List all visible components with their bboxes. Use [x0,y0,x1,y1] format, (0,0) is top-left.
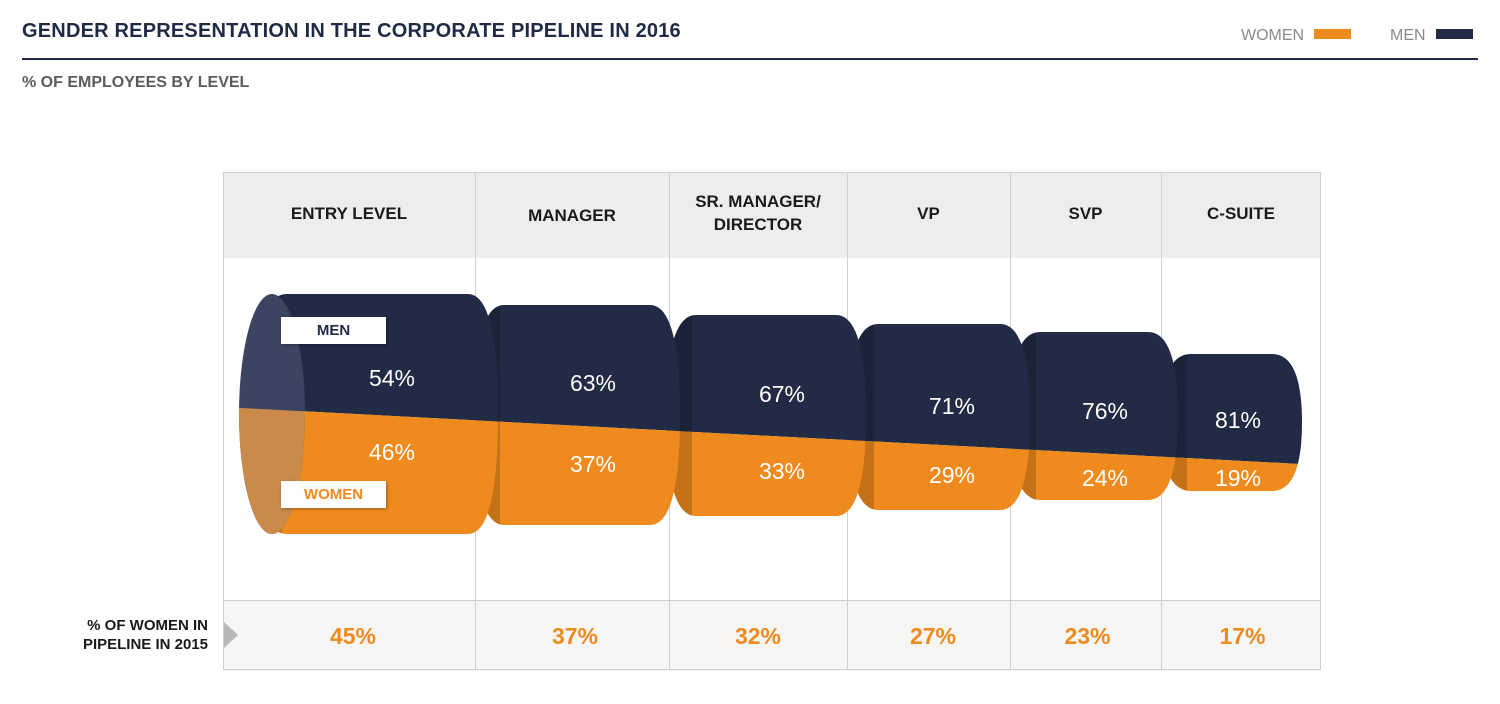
legend-men: MEN [1390,27,1473,45]
previous-value: 32% [734,622,782,649]
women-value-label: 33% [759,458,805,484]
previous-value: 27% [909,622,957,649]
men-value-label: 76% [1082,398,1128,424]
women-value-label: 37% [570,451,616,477]
chart-subtitle: % OF EMPLOYEES BY LEVEL [22,74,250,91]
column-header-band [223,172,1321,258]
women-bar [1161,456,1302,491]
previous-value: 45% [329,622,377,649]
women-bar [848,439,1030,510]
women-value-label: 46% [369,439,415,465]
column-header-vp: VP [847,170,1010,256]
previous-year-label: % OF WOMEN IN PIPELINE IN 2015 [40,616,208,654]
column-header-manager: MANAGER [475,172,669,258]
men-series-tag: MEN [281,317,386,344]
men-value-label: 63% [570,370,616,396]
previous-year-label-line2: PIPELINE IN 2015 [82,636,208,653]
column-header-text: SVP [1068,203,1103,223]
column-header-text: MANAGER [528,205,616,225]
legend-men-label: MEN [1390,27,1426,44]
legend-women: WOMEN [1241,27,1352,45]
women-series-tag: WOMEN [281,481,386,508]
chart-grid-frame [223,172,1321,670]
men-value-label: 67% [759,381,805,407]
men-bar [1010,332,1178,459]
column-header-text: C-SUITE [1207,203,1275,223]
men-value-label: 81% [1215,407,1261,433]
previous-year-label-line1: % OF WOMEN IN [87,617,208,634]
previous-year-band [223,600,1321,671]
pipeline-segment [474,305,680,525]
column-header-text-line2: DIRECTOR [713,215,803,234]
column-header-entry-level: ENTRY LEVEL [223,170,475,256]
column-header-text: ENTRY LEVEL [290,203,408,223]
title-rule [22,58,1478,60]
chart-title: GENDER REPRESENTATION IN THE CORPORATE P… [22,20,681,42]
women-value-label: 24% [1082,465,1128,491]
column-header-sr-manager-director: SR. MANAGER/DIRECTOR [669,170,847,256]
men-value-label: 71% [929,393,975,419]
men-bar [474,305,680,432]
legend-women-label: WOMEN [1241,27,1305,44]
legend-women-swatch [1314,29,1352,40]
previous-value: 23% [1064,622,1111,649]
previous-value: 17% [1219,622,1266,649]
men-value-label: 54% [369,365,415,391]
men-bar [666,315,866,442]
men-bar [848,324,1030,451]
row-arrow-icon [224,622,238,648]
legend-men-swatch [1435,29,1473,40]
column-header-text: SR. MANAGER/ [695,192,821,211]
women-value-label: 19% [1215,465,1261,491]
women-bar [474,419,680,525]
women-bar [666,429,866,516]
column-header-svp: SVP [1010,170,1161,256]
pipeline-segment [666,315,866,516]
women-bar [1010,448,1178,500]
column-header-text: VP [917,203,940,223]
women-value-label: 29% [929,462,975,488]
previous-value: 37% [551,622,599,649]
men-bar [1161,354,1302,465]
column-header-c-suite: C-SUITE [1161,170,1321,256]
